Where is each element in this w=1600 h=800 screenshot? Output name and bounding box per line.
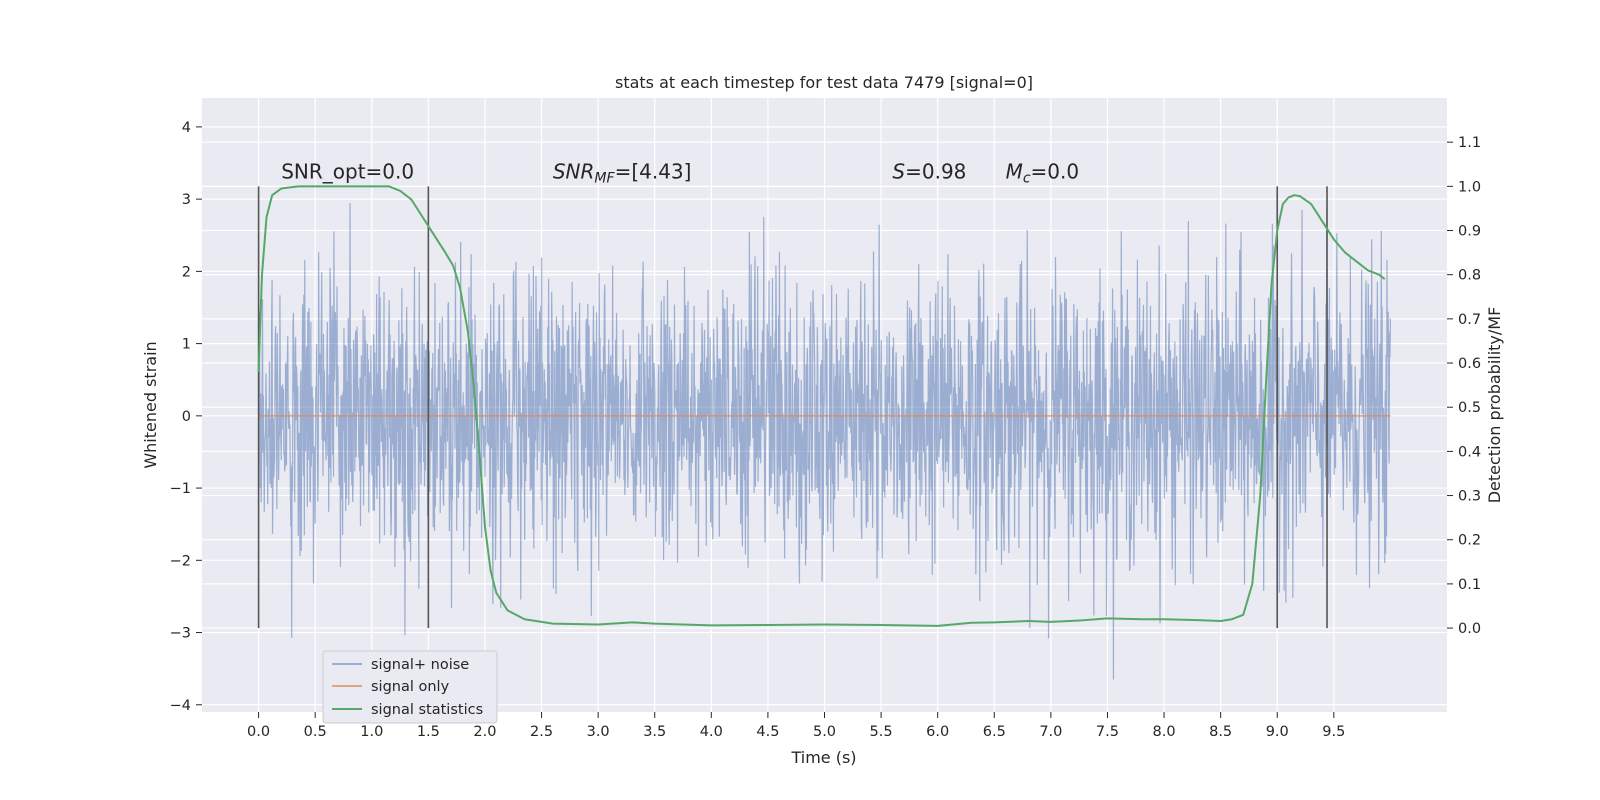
x-tick-label: 6.0 — [926, 724, 949, 740]
annotation-part: =[4.43] — [615, 159, 692, 183]
annotation: S=0.98 — [892, 159, 966, 183]
x-tick-label: 8.0 — [1153, 724, 1176, 740]
annotation-part: SNR — [553, 159, 595, 183]
y-right-ticks: 1.1 1.0 0.9 0.8 0.7 0.6 0.5 0.4 0.3 0.2 0.1 0.0 — [1447, 135, 1481, 637]
y-left-tick-label: 4 — [182, 120, 191, 136]
y-right-tick-label: 1.1 — [1458, 135, 1481, 151]
y-left-tick-label: −3 — [170, 626, 191, 642]
x-tick-label: 5.5 — [870, 724, 893, 740]
y-right-tick-label: 0.9 — [1458, 224, 1481, 240]
y-right-tick-label: 1.0 — [1458, 179, 1481, 195]
signal-noise-line — [257, 203, 1392, 680]
x-tick-label: 4.5 — [756, 724, 779, 740]
x-tick-label: 3.5 — [643, 724, 666, 740]
y-left-tick-label: −2 — [170, 553, 191, 569]
x-tick-label: 9.0 — [1266, 724, 1289, 740]
vertical-markers — [257, 186, 1328, 629]
annotation-part: MF — [594, 170, 615, 186]
legend-label-signal-noise: signal+ noise — [371, 657, 469, 673]
legend-label-signal-statistics: signal statistics — [371, 702, 483, 718]
y-left-axis-label: Whitened strain — [141, 341, 160, 468]
x-tick-label: 7.5 — [1096, 724, 1119, 740]
y-right-tick-label: 0.3 — [1458, 489, 1481, 505]
y-right-tick-label: 0.7 — [1458, 312, 1481, 328]
legend-box — [322, 650, 498, 724]
x-tick-label: 1.5 — [417, 724, 440, 740]
annotation-part: S — [892, 159, 905, 183]
annotation: SNR_opt=0.0 — [281, 159, 414, 183]
annotation: Mc=0.0 — [1006, 159, 1080, 186]
y-left-tick-label: −1 — [170, 481, 191, 497]
annotation-part: =0.98 — [905, 159, 966, 183]
y-left-tick-label: 3 — [182, 192, 191, 208]
x-tick-label: 2.5 — [530, 724, 553, 740]
y-right-tick-label: 0.1 — [1458, 577, 1481, 593]
y-right-axis-label: Detection probability/MF — [1485, 307, 1504, 504]
x-tick-label: 6.5 — [983, 724, 1006, 740]
y-right-tick-label: 0.5 — [1458, 400, 1481, 416]
y-right-tick-label: 0.0 — [1458, 621, 1481, 637]
y-right-tick-label: 0.8 — [1458, 268, 1481, 284]
y-left-tick-label: 0 — [182, 409, 191, 425]
signal-noise-series — [257, 203, 1392, 680]
y-left-ticks: 4 3 2 1 0 −1 −2 −3 −4 — [170, 120, 202, 714]
x-tick-label: 1.0 — [360, 724, 383, 740]
legend: signal+ noise signal only signal statist… — [322, 650, 498, 724]
y-right-tick-label: 0.4 — [1458, 444, 1481, 460]
y-left-tick-label: −4 — [170, 698, 191, 714]
x-tick-label: 9.5 — [1322, 724, 1345, 740]
x-ticks: 0.0 0.5 1.0 1.5 2.0 2.5 3.0 3.5 4.0 4.5 5.0 5.5 6.0 6… — [247, 712, 1345, 740]
signal-statistics-line — [257, 185, 1386, 627]
x-tick-label: 4.0 — [700, 724, 723, 740]
annotation-part: SNR_opt=0.0 — [281, 159, 414, 183]
y-right-tick-label: 0.6 — [1458, 356, 1481, 372]
annotations: SNR_opt=0.0 SNRMF=[4.43] S=0.98 Mc=0.0 — [281, 159, 1079, 186]
y-left-tick-label: 1 — [182, 337, 191, 353]
annotation-part: M — [1006, 159, 1023, 183]
legend-label-signal-only: signal only — [371, 679, 450, 695]
x-tick-label: 0.5 — [304, 724, 327, 740]
signal-statistics-series — [257, 185, 1386, 627]
x-tick-label: 8.5 — [1209, 724, 1232, 740]
annotation-part: c — [1023, 170, 1031, 186]
x-tick-label: 7.0 — [1039, 724, 1062, 740]
x-axis-label: Time (s) — [790, 748, 856, 767]
x-tick-label: 2.0 — [473, 724, 496, 740]
x-tick-label: 5.0 — [813, 724, 836, 740]
x-tick-label: 0.0 — [247, 724, 270, 740]
y-right-tick-label: 0.2 — [1458, 533, 1481, 549]
annotation: SNRMF=[4.43] — [553, 159, 692, 186]
chart-title: stats at each timestep for test data 747… — [615, 73, 1033, 92]
x-tick-label: 3.0 — [587, 724, 610, 740]
annotation-part: =0.0 — [1031, 159, 1080, 183]
y-left-tick-label: 2 — [182, 264, 191, 280]
